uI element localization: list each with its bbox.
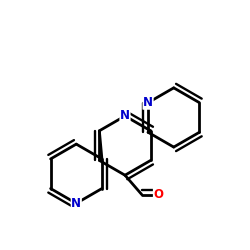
Text: N: N	[120, 110, 130, 122]
Text: O: O	[154, 188, 164, 201]
Text: N: N	[143, 96, 153, 109]
Text: N: N	[71, 197, 81, 210]
